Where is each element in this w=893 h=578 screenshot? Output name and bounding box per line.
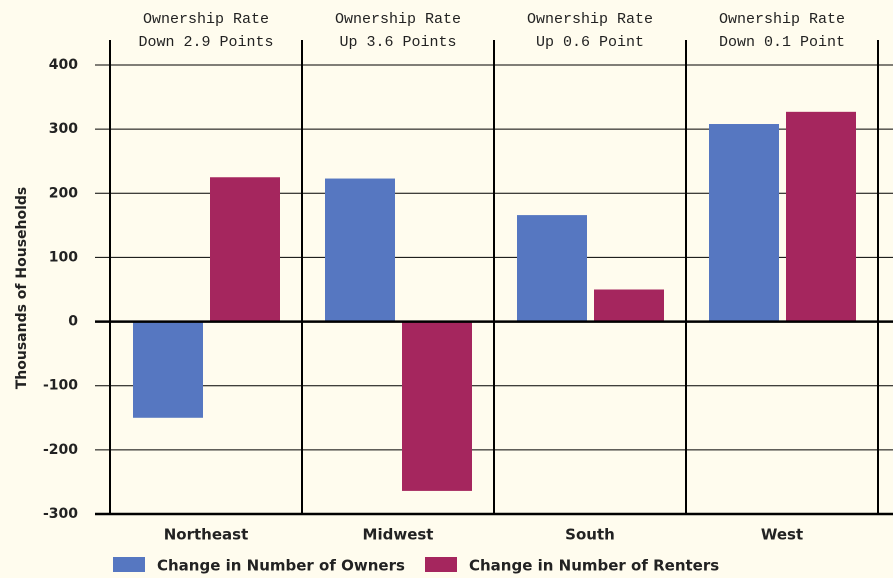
bar <box>786 111 856 322</box>
legend-label: Change in Number of Renters <box>469 557 719 575</box>
y-tick-label: 100 <box>49 249 78 265</box>
annotation: Up 3.6 Points <box>339 34 456 51</box>
y-axis-label: Thousands of Households <box>14 187 30 390</box>
y-tick-label: 200 <box>49 185 78 201</box>
y-tick-label: -300 <box>43 506 78 522</box>
annotation: Down 0.1 Point <box>719 34 845 51</box>
y-tick-label: -200 <box>43 442 78 458</box>
annotation: Ownership Rate <box>719 11 845 28</box>
annotation: Up 0.6 Point <box>536 34 644 51</box>
legend-label: Change in Number of Owners <box>157 557 405 575</box>
annotation: Ownership Rate <box>335 11 461 28</box>
bar <box>517 215 587 322</box>
bar <box>325 178 395 322</box>
annotation: Down 2.9 Points <box>138 34 273 51</box>
x-tick-label: Midwest <box>363 526 434 544</box>
x-tick-label: Northeast <box>164 526 249 544</box>
y-tick-label: -100 <box>43 378 78 394</box>
bar <box>709 124 779 322</box>
annotation: Ownership Rate <box>527 11 653 28</box>
x-tick-label: West <box>761 526 803 544</box>
bar <box>210 177 280 322</box>
annotation: Ownership Rate <box>143 11 269 28</box>
y-tick-label: 400 <box>49 57 78 73</box>
legend-swatch <box>425 557 457 572</box>
x-tick-label: South <box>565 526 615 544</box>
y-tick-label: 300 <box>49 121 78 137</box>
bar <box>402 321 472 491</box>
bar <box>594 289 664 322</box>
bar <box>133 321 203 418</box>
y-tick-label: 0 <box>68 314 78 330</box>
legend-swatch <box>113 557 145 572</box>
